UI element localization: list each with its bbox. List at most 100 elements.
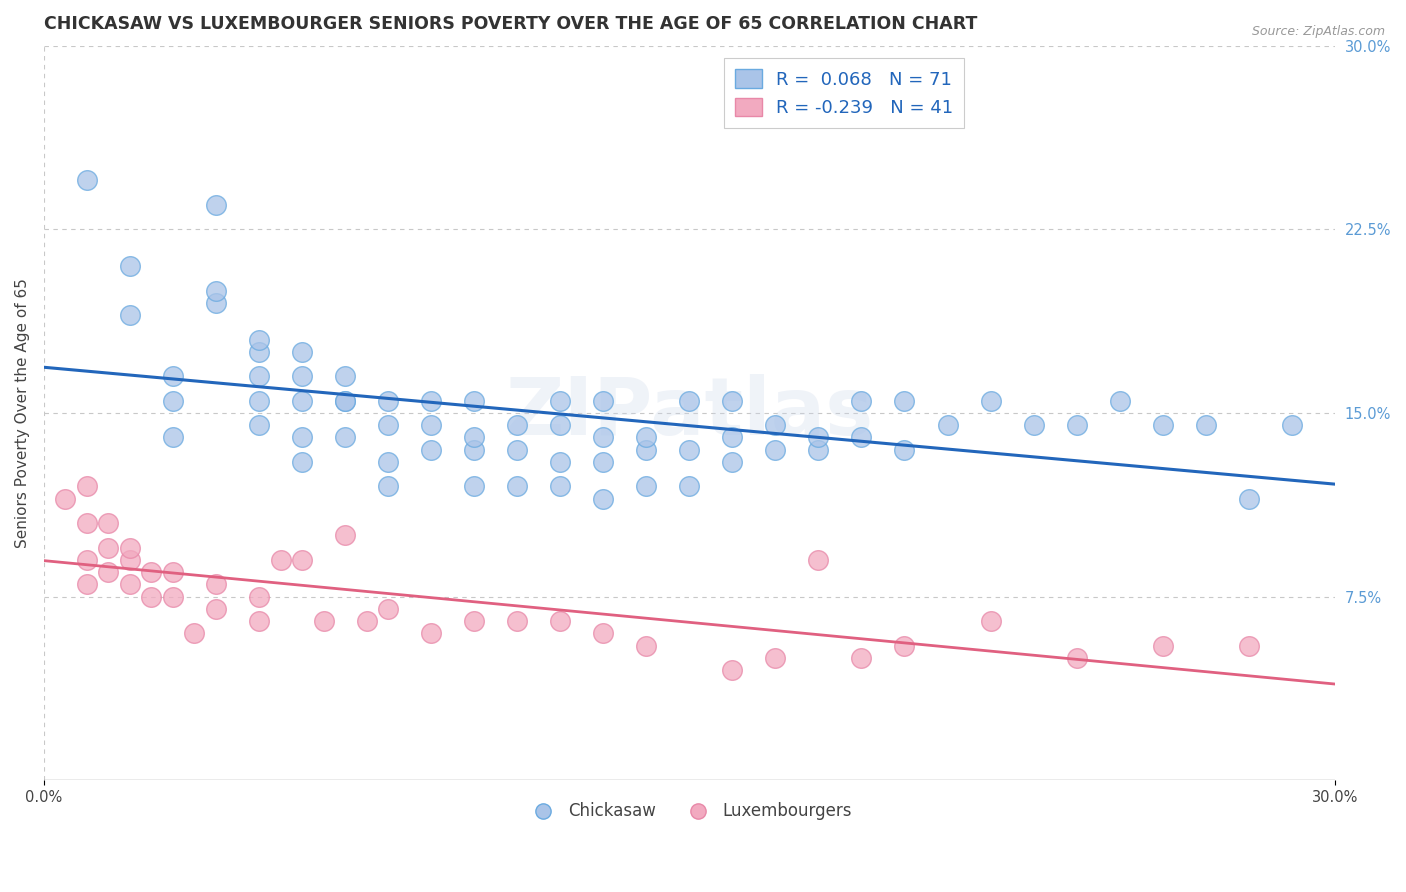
- Point: [333, 393, 356, 408]
- Point: [141, 565, 163, 579]
- Point: [205, 198, 228, 212]
- Text: Source: ZipAtlas.com: Source: ZipAtlas.com: [1251, 25, 1385, 38]
- Point: [980, 614, 1002, 628]
- Point: [377, 479, 399, 493]
- Text: ZIPatlas: ZIPatlas: [505, 374, 873, 452]
- Point: [1066, 418, 1088, 433]
- Point: [721, 455, 744, 469]
- Point: [893, 393, 915, 408]
- Point: [893, 639, 915, 653]
- Point: [162, 590, 184, 604]
- Point: [636, 442, 658, 457]
- Point: [721, 393, 744, 408]
- Point: [807, 553, 830, 567]
- Point: [291, 369, 314, 384]
- Point: [1152, 418, 1174, 433]
- Point: [463, 442, 485, 457]
- Point: [506, 479, 529, 493]
- Point: [97, 541, 120, 555]
- Point: [291, 430, 314, 444]
- Point: [592, 491, 614, 506]
- Point: [270, 553, 292, 567]
- Point: [291, 455, 314, 469]
- Point: [592, 393, 614, 408]
- Point: [247, 344, 270, 359]
- Point: [721, 430, 744, 444]
- Point: [76, 479, 98, 493]
- Point: [678, 393, 700, 408]
- Point: [636, 430, 658, 444]
- Point: [118, 308, 141, 322]
- Text: CHICKASAW VS LUXEMBOURGER SENIORS POVERTY OVER THE AGE OF 65 CORRELATION CHART: CHICKASAW VS LUXEMBOURGER SENIORS POVERT…: [44, 15, 977, 33]
- Point: [162, 565, 184, 579]
- Point: [118, 259, 141, 273]
- Point: [162, 369, 184, 384]
- Point: [463, 479, 485, 493]
- Point: [377, 455, 399, 469]
- Point: [592, 430, 614, 444]
- Point: [420, 393, 443, 408]
- Point: [377, 393, 399, 408]
- Point: [312, 614, 335, 628]
- Point: [247, 333, 270, 347]
- Point: [76, 516, 98, 531]
- Point: [763, 418, 786, 433]
- Point: [980, 393, 1002, 408]
- Point: [678, 442, 700, 457]
- Point: [463, 614, 485, 628]
- Point: [548, 479, 571, 493]
- Point: [463, 393, 485, 408]
- Point: [291, 344, 314, 359]
- Point: [548, 393, 571, 408]
- Point: [333, 393, 356, 408]
- Legend: Chickasaw, Luxembourgers: Chickasaw, Luxembourgers: [520, 796, 859, 827]
- Point: [291, 553, 314, 567]
- Point: [1108, 393, 1130, 408]
- Point: [1022, 418, 1045, 433]
- Point: [420, 626, 443, 640]
- Point: [636, 639, 658, 653]
- Point: [548, 614, 571, 628]
- Point: [247, 590, 270, 604]
- Point: [1066, 651, 1088, 665]
- Point: [247, 418, 270, 433]
- Point: [763, 442, 786, 457]
- Point: [420, 418, 443, 433]
- Point: [463, 430, 485, 444]
- Point: [97, 516, 120, 531]
- Point: [506, 442, 529, 457]
- Point: [141, 590, 163, 604]
- Point: [76, 553, 98, 567]
- Point: [1237, 639, 1260, 653]
- Point: [678, 479, 700, 493]
- Point: [936, 418, 959, 433]
- Y-axis label: Seniors Poverty Over the Age of 65: Seniors Poverty Over the Age of 65: [15, 278, 30, 548]
- Point: [162, 430, 184, 444]
- Point: [506, 418, 529, 433]
- Point: [55, 491, 77, 506]
- Point: [118, 541, 141, 555]
- Point: [118, 577, 141, 591]
- Point: [118, 553, 141, 567]
- Point: [548, 418, 571, 433]
- Point: [247, 393, 270, 408]
- Point: [592, 626, 614, 640]
- Point: [592, 455, 614, 469]
- Point: [183, 626, 205, 640]
- Point: [162, 393, 184, 408]
- Point: [205, 577, 228, 591]
- Point: [851, 430, 873, 444]
- Point: [333, 528, 356, 542]
- Point: [205, 295, 228, 310]
- Point: [97, 565, 120, 579]
- Point: [1195, 418, 1218, 433]
- Point: [807, 430, 830, 444]
- Point: [420, 442, 443, 457]
- Point: [377, 602, 399, 616]
- Point: [636, 479, 658, 493]
- Point: [506, 614, 529, 628]
- Point: [333, 430, 356, 444]
- Point: [76, 577, 98, 591]
- Point: [247, 369, 270, 384]
- Point: [893, 442, 915, 457]
